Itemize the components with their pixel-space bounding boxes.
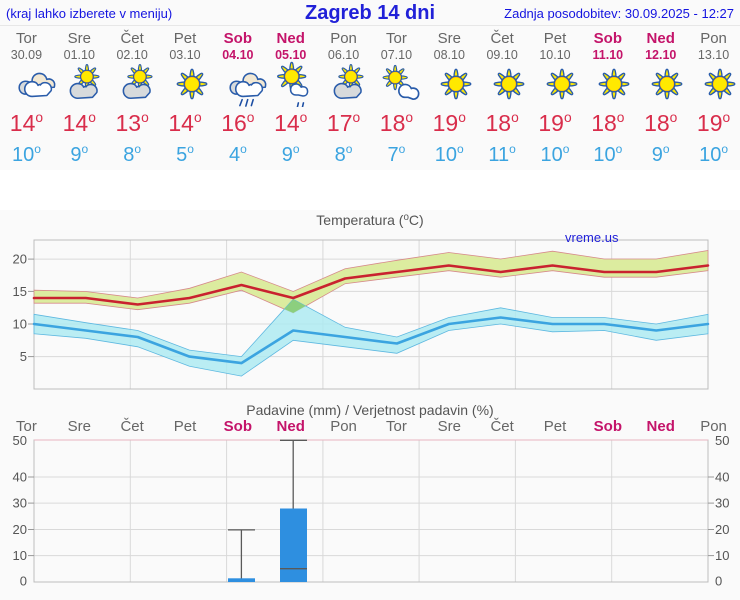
svg-text:50: 50 — [13, 433, 27, 448]
svg-text:30: 30 — [715, 496, 729, 511]
svg-text:40: 40 — [715, 470, 729, 485]
svg-text:10: 10 — [13, 548, 27, 563]
svg-text:30: 30 — [13, 496, 27, 511]
svg-text:0: 0 — [715, 574, 722, 589]
svg-text:10: 10 — [13, 317, 27, 332]
svg-text:40: 40 — [13, 470, 27, 485]
svg-text:10: 10 — [715, 548, 729, 563]
svg-text:5: 5 — [20, 349, 27, 364]
svg-text:20: 20 — [715, 522, 729, 537]
svg-text:20: 20 — [13, 252, 27, 267]
svg-text:0: 0 — [20, 574, 27, 589]
svg-text:15: 15 — [13, 284, 27, 299]
svg-text:20: 20 — [13, 522, 27, 537]
svg-text:50: 50 — [715, 433, 729, 448]
